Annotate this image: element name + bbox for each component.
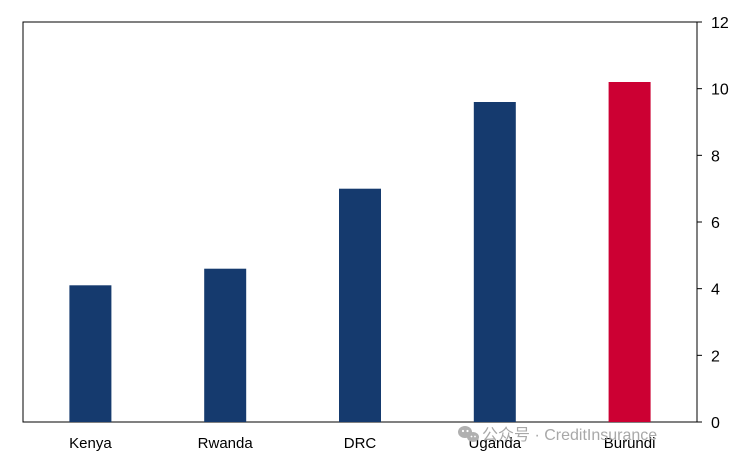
y-tick-label: 6: [711, 215, 720, 232]
y-tick-label: 8: [711, 148, 720, 165]
bar-drc: [339, 188, 381, 422]
x-tick-label: DRC: [344, 435, 377, 452]
y-tick-label: 4: [711, 282, 720, 299]
bar-rwanda: [204, 268, 247, 422]
y-tick-label: 10: [711, 82, 729, 99]
x-tick-label: Kenya: [69, 435, 112, 452]
bars-layer: [69, 82, 651, 422]
bar-burundi: [608, 82, 651, 422]
x-tick-label: Burundi: [604, 435, 656, 452]
y-axis: 0 2 4 6 8 10 12: [697, 15, 729, 432]
y-tick-label: 2: [711, 348, 720, 365]
y-tick-label: 12: [711, 15, 729, 32]
wechat-icon: [458, 426, 479, 442]
watermark-text: 公众号 · CreditInsurance: [482, 426, 657, 444]
y-tick-label: 0: [711, 415, 720, 432]
watermark: 公众号 · CreditInsurance: [458, 426, 657, 444]
x-axis: Kenya Rwanda DRC Uganda Burundi: [69, 435, 655, 452]
x-tick-label: Rwanda: [198, 435, 254, 452]
bar-uganda: [473, 102, 516, 422]
bar-kenya: [69, 285, 112, 422]
x-tick-label: Uganda: [469, 435, 522, 452]
